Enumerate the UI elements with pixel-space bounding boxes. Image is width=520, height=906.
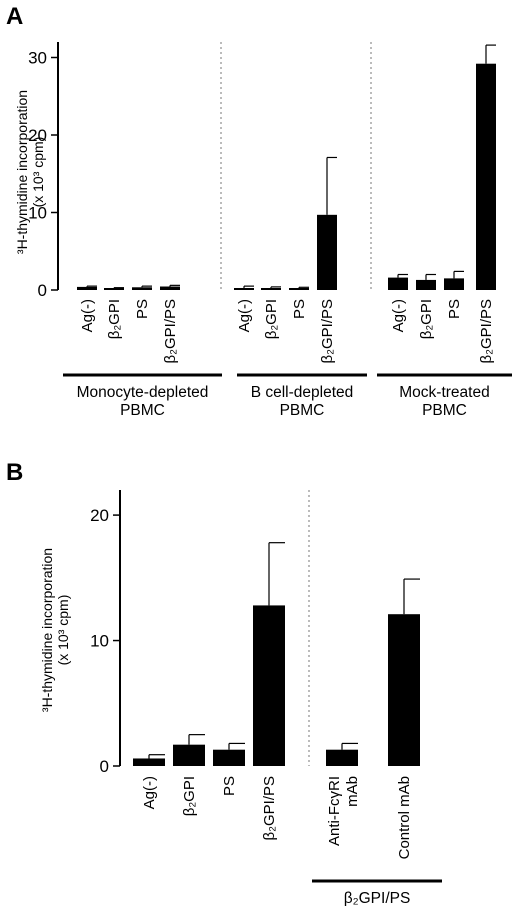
x-tick-label: PS bbox=[221, 776, 238, 796]
y-tick-label: 0 bbox=[38, 281, 47, 300]
bar bbox=[133, 758, 165, 766]
group-label: B cell-depleted bbox=[251, 384, 354, 401]
bar bbox=[173, 744, 205, 766]
x-tick-label: β₂GPI bbox=[181, 776, 198, 816]
group-label: Mock-treated bbox=[399, 384, 489, 401]
bar bbox=[326, 749, 358, 766]
y-axis-label-line1: ³H-thymidine incorporation bbox=[14, 90, 30, 254]
bar bbox=[317, 214, 337, 290]
x-tick-label: Ag(-) bbox=[236, 299, 253, 332]
x-tick-label: Control mAb bbox=[396, 776, 413, 859]
y-tick-label: 0 bbox=[100, 757, 109, 776]
y-tick-label: 20 bbox=[90, 506, 109, 525]
y-tick-label: 10 bbox=[28, 204, 47, 223]
panel-b-chart: 0 10 20 ³H-thymidine incorporation (x 10³ cp… bbox=[39, 490, 442, 906]
bar bbox=[261, 288, 281, 290]
bar bbox=[388, 277, 408, 290]
panel-a-chart: 0 10 20 30 ³H-thymidine incorporation (x 10³ … bbox=[14, 42, 512, 419]
bar bbox=[132, 287, 152, 290]
bar bbox=[416, 279, 436, 290]
y-axis-label-line2: (x 10³ cpm) bbox=[55, 595, 71, 666]
group-label: PBMC bbox=[280, 402, 325, 419]
group-label: Monocyte-depleted bbox=[77, 384, 209, 401]
x-tick-label: PS bbox=[446, 299, 463, 319]
x-tick-label: Ag(-) bbox=[141, 776, 158, 809]
y-tick-label: 30 bbox=[28, 49, 47, 68]
x-tick-label: β₂GPI bbox=[263, 299, 280, 339]
bar bbox=[289, 288, 309, 290]
group-label: PBMC bbox=[422, 402, 467, 419]
x-tick-label: PS bbox=[134, 299, 151, 319]
x-tick-label: Anti-FcγRI bbox=[326, 776, 343, 846]
group-label: PBMC bbox=[120, 402, 165, 419]
bar bbox=[388, 614, 420, 766]
bar bbox=[104, 288, 124, 290]
bar bbox=[444, 278, 464, 290]
y-tick-label: 10 bbox=[90, 632, 109, 651]
bar bbox=[253, 605, 285, 766]
group-label: β₂GPI/PS bbox=[344, 890, 411, 906]
x-tick-label: mAb bbox=[344, 776, 361, 807]
y-axis-label-line1: ³H-thymidine incorporation bbox=[39, 548, 55, 712]
x-tick-label: PS bbox=[291, 299, 308, 319]
y-tick-label: 20 bbox=[28, 126, 47, 145]
x-tick-label: β₂GPI/PS bbox=[478, 299, 495, 363]
x-tick-label: β₂GPI/PS bbox=[162, 299, 179, 363]
bar bbox=[160, 286, 180, 290]
y-axis-label-line2: (x 10³ cpm) bbox=[30, 137, 46, 208]
x-tick-label: β₂GPI/PS bbox=[319, 299, 336, 363]
x-tick-label: Ag(-) bbox=[390, 299, 407, 332]
bar bbox=[77, 286, 97, 290]
x-tick-label: β₂GPI bbox=[418, 299, 435, 339]
panel-a-letter: A bbox=[6, 3, 23, 30]
bar bbox=[213, 749, 245, 766]
x-tick-label: β₂GPI bbox=[106, 299, 123, 339]
bar bbox=[476, 63, 496, 291]
panel-b-letter: B bbox=[6, 459, 23, 486]
bar bbox=[234, 288, 254, 290]
x-tick-label: Ag(-) bbox=[79, 299, 96, 332]
x-tick-label: β₂GPI/PS bbox=[261, 776, 278, 840]
